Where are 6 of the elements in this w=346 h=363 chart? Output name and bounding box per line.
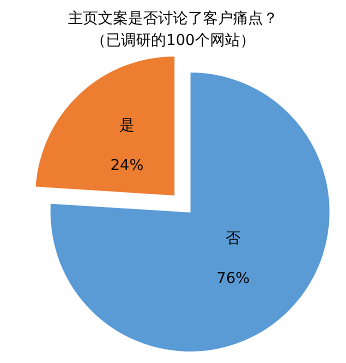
slice-label: 否 — [226, 228, 241, 247]
data-label: 24% — [110, 156, 144, 174]
data-label: 76% — [216, 268, 250, 287]
text: （已调研的100个网站） — [91, 31, 255, 49]
slice-label: 是 — [120, 116, 135, 134]
text: 主页文案是否讨论了客户痛点？ — [68, 9, 278, 27]
